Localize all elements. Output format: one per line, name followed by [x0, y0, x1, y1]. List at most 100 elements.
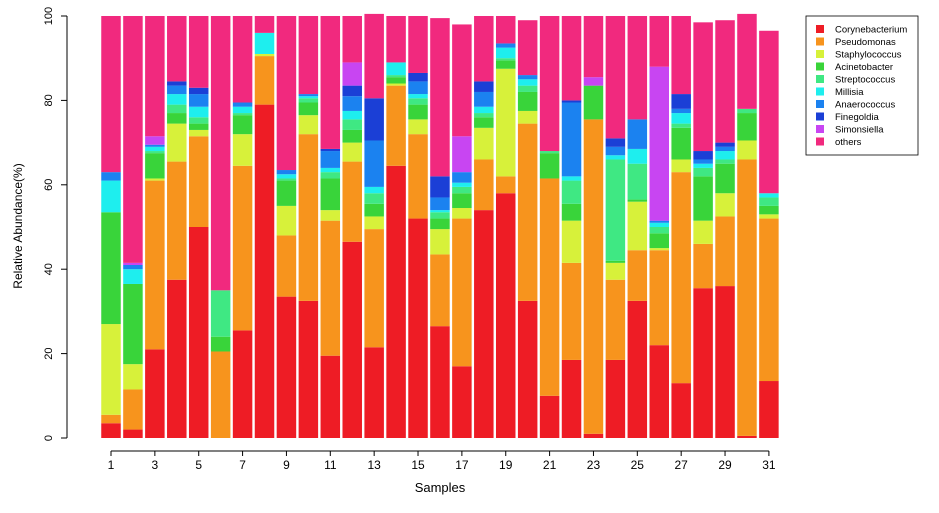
bar-segment-26-staphylococcus: [649, 248, 669, 251]
bar-segment-11-others: [320, 16, 341, 149]
bar-segment-31-streptococcus: [759, 197, 779, 206]
bar-segment-18-acinetobacter: [474, 117, 494, 128]
bar-segment-22-streptococcus: [561, 180, 582, 204]
bar-segment-4-streptococcus: [167, 104, 187, 114]
bar-segment-17-others: [452, 24, 472, 137]
bar-segment-15-finegoldia: [408, 72, 428, 82]
bar-segment-6-others: [210, 16, 231, 291]
bar-segment-4-pseudomonas: [167, 161, 187, 280]
bar-segment-15-others: [408, 16, 428, 73]
bar-segment-28-anaerococcus: [693, 159, 713, 164]
x-tick-label-23: 23: [587, 458, 601, 472]
bar-segment-2-acinetobacter: [123, 283, 143, 365]
bar-segment-24-staphylococcus: [605, 262, 626, 280]
bar-segment-17-acinetobacter: [452, 193, 472, 209]
bar-segment-17-simonsiella: [452, 136, 472, 173]
bar-segment-29-others: [715, 20, 735, 143]
legend-swatch-streptococcus: [816, 75, 824, 83]
bar-segment-27-corynebacterium: [671, 383, 691, 438]
bar-segment-1-acinetobacter: [101, 212, 121, 325]
y-tick-label-80: 80: [43, 94, 55, 106]
bar-segment-16-corynebacterium: [430, 326, 450, 438]
legend-swatch-anaerococcus: [816, 100, 824, 108]
bar-segment-14-staphylococcus: [386, 83, 406, 86]
bar-segment-10-anaerococcus: [298, 94, 319, 97]
y-tick-label-20: 20: [43, 347, 55, 359]
bar-segment-31-others: [759, 30, 779, 194]
bar-segment-24-millisia: [605, 155, 626, 160]
bar-segment-18-anaerococcus: [474, 91, 494, 107]
bar-segment-2-pseudomonas: [123, 389, 143, 430]
bar-segment-16-pseudomonas: [430, 254, 450, 327]
bar-segment-7-millisia: [232, 106, 253, 114]
bar-segment-4-millisia: [167, 94, 187, 105]
y-tick-label-0: 0: [43, 435, 55, 441]
bar-segment-5-finegoldia: [188, 87, 209, 95]
bar-segment-15-pseudomonas: [408, 134, 428, 219]
bar-segment-27-millisia: [671, 113, 691, 124]
bar-segment-12-finegoldia: [342, 85, 362, 97]
bar-segment-5-millisia: [188, 106, 209, 118]
bar-segment-16-others: [430, 18, 450, 177]
bar-segment-15-millisia: [408, 94, 428, 99]
bar-segment-12-corynebacterium: [342, 241, 362, 438]
bar-segment-26-others: [649, 16, 669, 67]
bar-segment-23-simonsiella: [583, 77, 604, 86]
bar-segment-19-pseudomonas: [495, 176, 516, 194]
bar-segment-19-acinetobacter: [495, 60, 516, 69]
x-tick-label-9: 9: [283, 458, 290, 472]
bar-segment-18-finegoldia: [474, 81, 494, 92]
bar-segment-29-staphylococcus: [715, 193, 735, 217]
bar-segment-14-millisia: [386, 62, 406, 76]
bar-segment-26-corynebacterium: [649, 345, 669, 438]
bar-segment-1-staphylococcus: [101, 324, 121, 415]
bar-segment-24-streptococcus: [605, 159, 626, 261]
bar-segment-11-millisia: [320, 167, 341, 173]
bar-segment-8-staphylococcus: [254, 53, 275, 57]
x-tick-label-31: 31: [762, 458, 776, 472]
bar-segment-11-finegoldia: [320, 148, 341, 152]
x-tick-label-19: 19: [499, 458, 513, 472]
bar-segment-13-finegoldia: [364, 98, 384, 141]
bar-segment-22-others: [561, 16, 582, 101]
bar-segment-22-staphylococcus: [561, 220, 582, 263]
bar-segment-5-corynebacterium: [188, 227, 209, 438]
bar-segment-28-pseudomonas: [693, 243, 713, 289]
bar-segment-24-corynebacterium: [605, 359, 626, 438]
bar-segment-17-streptococcus: [452, 186, 472, 194]
bar-segment-29-anaerococcus: [715, 146, 735, 152]
y-tick-label-100: 100: [43, 7, 55, 25]
bar-segment-22-corynebacterium: [561, 359, 582, 438]
bar-segment-10-corynebacterium: [298, 300, 319, 438]
y-axis-label: Relative Abundance(%): [11, 163, 25, 288]
bar-segment-19-staphylococcus: [495, 68, 516, 177]
bar-segment-5-others: [188, 16, 209, 88]
bar-segment-2-anaerococcus: [123, 264, 143, 270]
bar-segment-5-acinetobacter: [188, 123, 209, 130]
bar-segment-3-anaerococcus: [145, 144, 165, 147]
bar-segment-2-others: [123, 16, 143, 263]
legend-swatch-finegoldia: [816, 112, 824, 121]
bar-segment-22-pseudomonas: [561, 262, 582, 360]
bar-segment-13-streptococcus: [364, 193, 384, 204]
bar-segment-25-others: [627, 16, 648, 120]
bar-segment-3-millisia: [145, 146, 165, 152]
bar-segment-25-anaerococcus: [627, 119, 648, 149]
bar-segment-26-anaerococcus: [649, 220, 669, 223]
bar-segment-23-acinetobacter: [583, 85, 604, 120]
bar-segment-7-others: [232, 16, 253, 103]
bar-segment-18-corynebacterium: [474, 210, 494, 438]
bar-segment-5-streptococcus: [188, 117, 209, 124]
bar-segment-3-pseudomonas: [145, 180, 165, 350]
bar-segment-1-corynebacterium: [101, 423, 121, 438]
bar-segment-17-corynebacterium: [452, 366, 472, 438]
bar-segment-18-pseudomonas: [474, 159, 494, 211]
bar-segment-4-finegoldia: [167, 81, 187, 86]
bar-segment-27-anaerococcus: [671, 108, 691, 114]
bar-segment-28-streptococcus: [693, 167, 713, 177]
bar-segment-15-staphylococcus: [408, 119, 428, 135]
bar-segment-29-millisia: [715, 151, 735, 160]
legend-label-staphylococcus: Staphylococcus: [835, 50, 902, 61]
bar-segment-2-millisia: [123, 269, 143, 284]
